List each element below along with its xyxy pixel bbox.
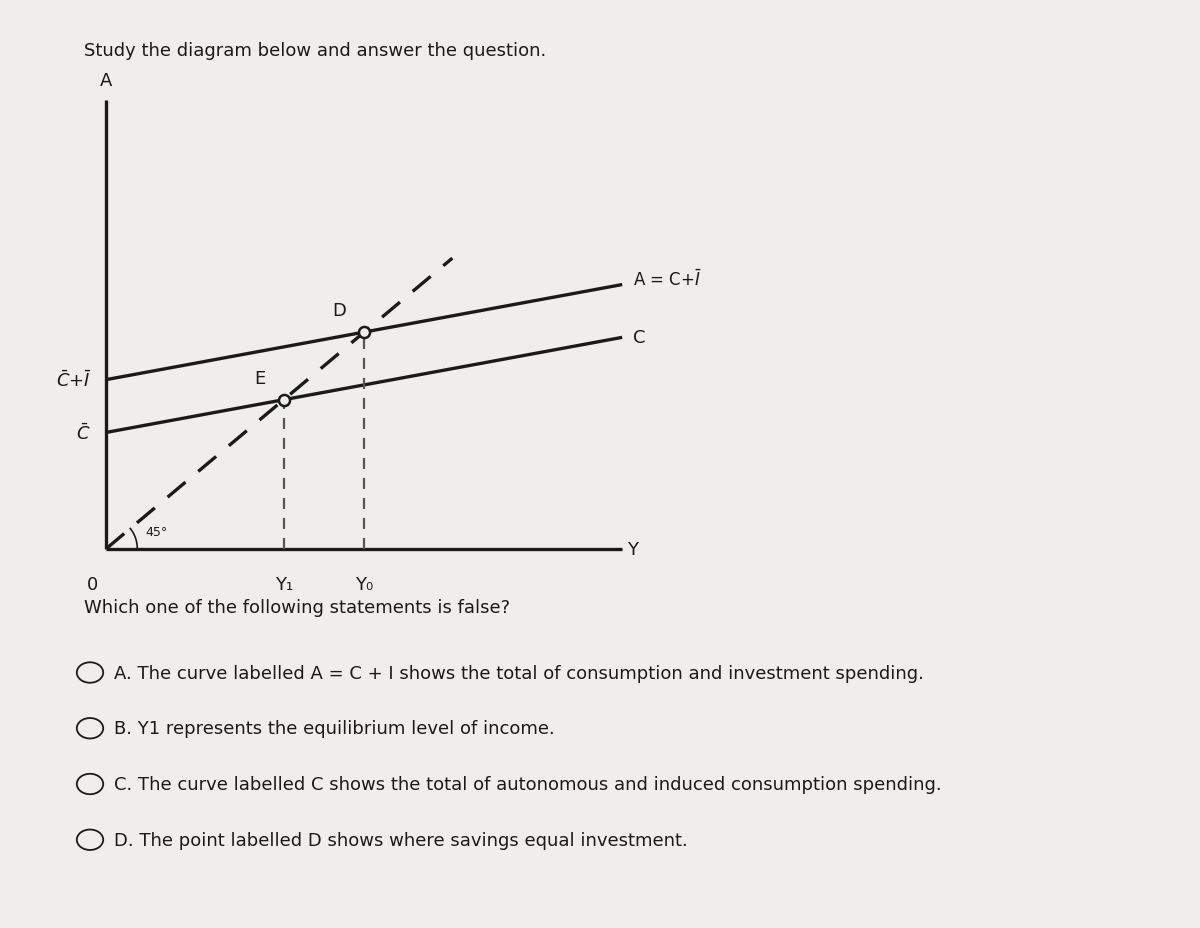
Text: Which one of the following statements is false?: Which one of the following statements is… <box>84 599 510 616</box>
Text: Y₀: Y₀ <box>355 575 373 593</box>
Text: D. The point labelled D shows where savings equal investment.: D. The point labelled D shows where savi… <box>114 831 688 849</box>
Text: D: D <box>332 302 347 319</box>
Text: $\bar{C}$: $\bar{C}$ <box>77 422 91 444</box>
Text: A: A <box>100 72 113 90</box>
Text: 45°: 45° <box>145 525 167 538</box>
Text: C: C <box>632 329 646 347</box>
Text: $\bar{C}$+$\bar{I}$: $\bar{C}$+$\bar{I}$ <box>55 370 91 391</box>
Text: Y: Y <box>628 540 638 558</box>
Text: Y₁: Y₁ <box>275 575 293 593</box>
Text: E: E <box>254 369 265 387</box>
Text: A = C+$\bar{I}$: A = C+$\bar{I}$ <box>632 270 701 290</box>
Text: 0: 0 <box>88 575 98 593</box>
Text: C. The curve labelled C shows the total of autonomous and induced consumption sp: C. The curve labelled C shows the total … <box>114 775 942 793</box>
Text: B. Y1 represents the equilibrium level of income.: B. Y1 represents the equilibrium level o… <box>114 719 554 738</box>
Text: Study the diagram below and answer the question.: Study the diagram below and answer the q… <box>84 42 546 59</box>
Text: A. The curve labelled A = C + I shows the total of consumption and investment sp: A. The curve labelled A = C + I shows th… <box>114 664 924 682</box>
